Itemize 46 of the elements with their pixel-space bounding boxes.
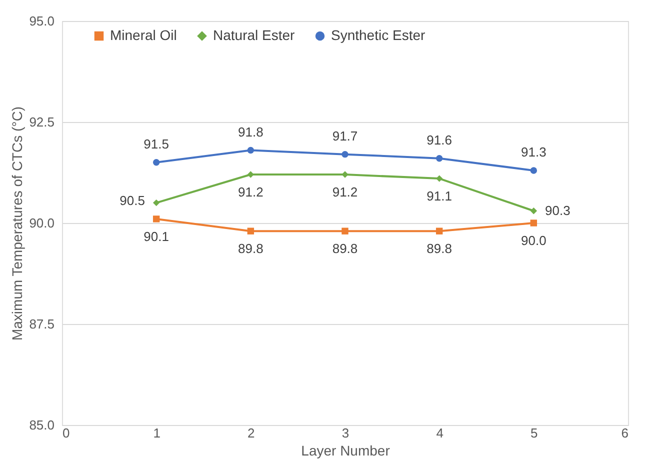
point <box>342 150 348 158</box>
point <box>152 199 160 206</box>
point <box>436 175 443 182</box>
y-axis-title: Maximum Temperatures of CTCs (°C) <box>9 106 26 341</box>
data-label: 90.5 <box>120 192 145 208</box>
point <box>530 167 538 174</box>
data-label: 91.3 <box>521 144 546 160</box>
data-label: 91.2 <box>332 184 358 200</box>
x-tick-label: 5 <box>530 426 538 440</box>
point <box>530 220 538 226</box>
data-label: 90.3 <box>545 202 570 218</box>
point <box>342 228 348 234</box>
point <box>152 159 160 166</box>
data-label: 91.6 <box>426 132 452 148</box>
legend-label: Synthetic Ester <box>331 27 426 43</box>
y-tick-label: 87.5 <box>29 316 54 332</box>
x-tick-label: 4 <box>436 426 444 440</box>
data-label: 91.5 <box>144 136 169 152</box>
point <box>247 146 254 154</box>
data-label: 89.8 <box>332 241 358 256</box>
x-tick-label: 2 <box>248 426 255 440</box>
data-label: 91.7 <box>332 128 358 144</box>
y-tick-label: 92.5 <box>29 114 54 130</box>
point <box>152 216 160 222</box>
x-tick-label: 6 <box>621 426 628 440</box>
point <box>530 208 538 214</box>
x-tick-label: 3 <box>342 426 350 440</box>
x-tick-label: 0 <box>62 426 70 440</box>
x-tick-label: 1 <box>153 426 160 440</box>
data-label: 89.8 <box>238 241 264 256</box>
data-label: 90.0 <box>521 233 546 248</box>
point <box>436 155 443 162</box>
data-label: 90.1 <box>144 228 169 244</box>
y-tick-label: 85.0 <box>29 418 54 432</box>
data-label: 91.1 <box>426 188 452 204</box>
y-tick-label: 95.0 <box>29 14 54 28</box>
legend-label: Natural Ester <box>213 27 296 43</box>
legend-label: Mineral Oil <box>110 27 177 43</box>
point <box>247 228 254 234</box>
data-label: 91.8 <box>238 124 264 140</box>
y-tick-label: 90.0 <box>29 216 54 230</box>
data-label: 89.8 <box>426 241 452 256</box>
data-label: 91.2 <box>238 184 264 200</box>
point <box>436 228 443 234</box>
point <box>342 171 348 178</box>
x-axis-title: Layer Number <box>301 442 390 458</box>
